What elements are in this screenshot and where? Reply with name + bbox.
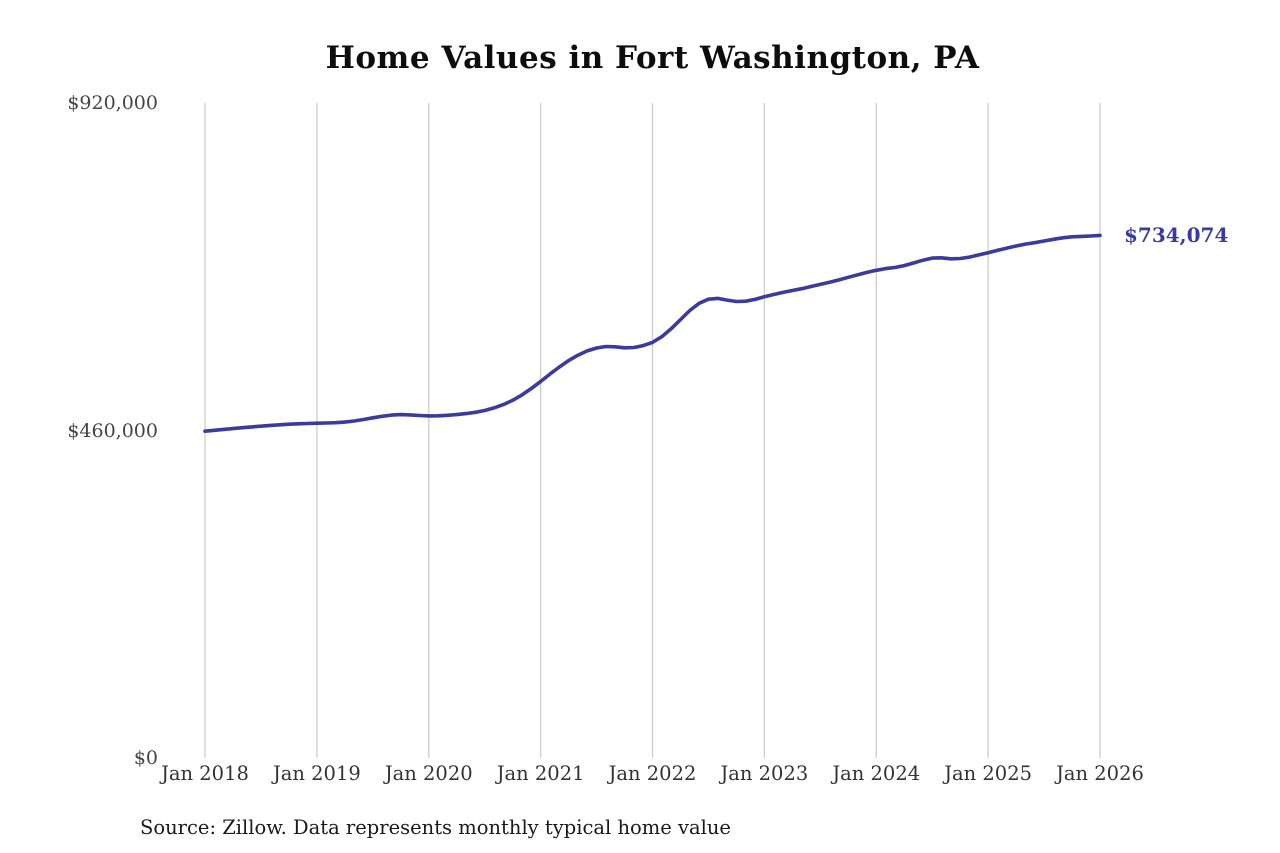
- y-axis-tick-label: $920,000: [67, 92, 158, 114]
- x-axis-tick-label: Jan 2026: [1056, 762, 1144, 785]
- x-axis-tick-label: Jan 2020: [384, 762, 473, 785]
- y-axis-tick-label: $0: [133, 747, 158, 769]
- chart-title: Home Values in Fort Washington, PA: [325, 40, 980, 76]
- source-note: Source: Zillow. Data represents monthly …: [140, 816, 731, 839]
- home-value-line: [203, 233, 1102, 434]
- x-axis-tick-label: Jan 2019: [272, 762, 361, 785]
- x-axis-tick-label: Jan 2023: [720, 762, 809, 785]
- x-axis-tick-label: Jan 2018: [161, 762, 249, 785]
- y-axis-tick-label: $460,000: [67, 419, 158, 442]
- x-axis-tick-label: Jan 2024: [832, 762, 921, 785]
- series-end-value-label: $734,074: [1124, 223, 1229, 248]
- x-axis-tick-label: Jan 2021: [496, 762, 585, 785]
- x-axis-tick-label: Jan 2022: [608, 762, 697, 785]
- x-axis-tick-label: Jan 2025: [944, 762, 1033, 785]
